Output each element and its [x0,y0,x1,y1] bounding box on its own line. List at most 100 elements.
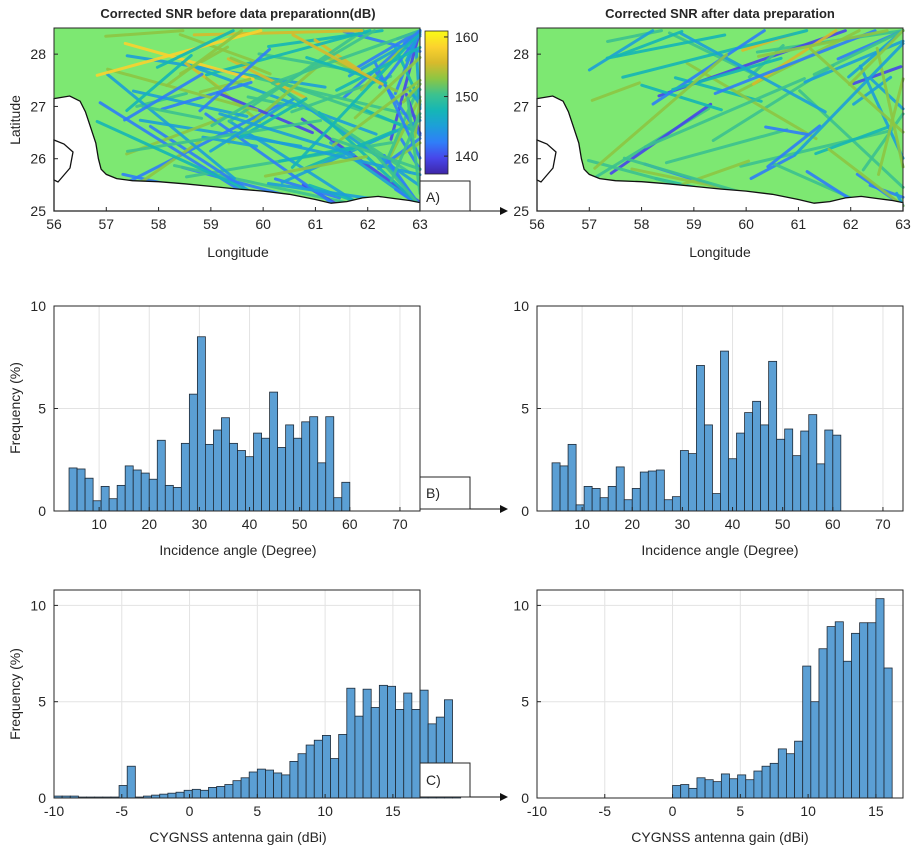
x-tick-label: 40 [725,516,741,532]
snr-track [280,118,422,185]
plot-frame [536,27,904,212]
arrow-b-head [500,505,508,513]
snr-track [593,53,728,170]
histogram-bar [786,753,795,799]
axes: 56 57 58 59 60 61 62 63 25 26 27 28 [513,46,911,232]
gridlines [537,305,903,512]
snr-track [123,72,204,122]
histogram-bar [808,414,818,512]
histogram-bar [313,739,323,799]
snr-track [205,29,372,77]
snr-track [389,112,422,183]
histogram-bar [116,484,126,512]
panel-incidence-after: 10 20 30 40 50 60 70 0 5 10 Incidence angle (Degr… [513,298,904,558]
x-tick-label: 61 [791,216,807,232]
x-tick-label: 30 [675,516,691,532]
snr-track [335,45,422,92]
histogram-bar [330,758,340,799]
snr-track [291,33,384,86]
histogram-bar [208,787,218,799]
histogram-bar [728,458,737,512]
coastline [53,95,421,212]
histogram-bar [696,777,706,799]
histogram-bar [824,429,834,512]
x-tick-label: 57 [581,216,597,232]
snr-track [590,81,641,102]
panel-incidence-before: 10 20 30 40 50 60 70 0 5 10 Incidence angle (Degr… [7,298,421,558]
histogram-bar [126,765,136,799]
histogram-bar [156,439,166,512]
histogram-bar [164,484,174,512]
histogram-bar [148,478,158,512]
label-a-text: A) [426,189,440,205]
y-axis-label: Frequency (%) [7,648,23,740]
snr-tracks [95,29,422,208]
x-tick-label: 10 [800,803,816,819]
snr-track [131,89,249,118]
y-tick-label: 0 [38,503,46,519]
snr-track [406,96,422,195]
histogram-bar [631,488,641,512]
label-box-c: C) [419,762,508,801]
x-axis-label: CYGNSS antenna gain (dBi) [149,829,326,845]
histogram-bars [672,598,893,799]
snr-track [132,139,202,189]
snr-track [679,31,827,114]
histogram-bars [68,336,351,512]
label-box-a: A) [419,180,508,215]
x-tick-label: 63 [412,216,428,232]
histogram-bar [196,336,206,512]
x-axis-label: Longitude [207,244,269,260]
histogram-bar [679,450,689,512]
histogram-bar [338,734,348,799]
histogram-bar [132,469,142,512]
histogram-bars [551,350,842,512]
colorbar: 140 150 160 [424,29,479,175]
histogram-bar [883,667,893,799]
x-tick-label: 10 [91,516,107,532]
snr-track [587,29,655,72]
snr-track [104,29,185,38]
snr-track [651,29,766,106]
snr-track [263,155,368,178]
histogram-bar [354,715,364,799]
x-tick-label: 56 [46,216,62,232]
histogram-bar [696,365,705,512]
x-tick-label: 5 [253,803,261,819]
histogram-bar [745,779,755,799]
x-tick-label: 61 [308,216,324,232]
y-tick-label: 0 [521,790,529,806]
histogram-bar [297,753,307,799]
snr-track [106,67,259,112]
histogram-bar [309,416,319,512]
histogram-bar [253,432,262,512]
histogram-bar [671,496,681,512]
axes: 10 20 30 40 50 60 70 0 5 10 [30,298,408,532]
x-tick-label: 5 [736,803,744,819]
histogram-bar [655,469,665,512]
x-tick-label: -5 [116,803,129,819]
panel-gain-after: -10 -5 0 5 10 15 0 5 10 CYGNSS antenna gain (dBi… [513,589,904,845]
histogram-bar [672,785,682,799]
histogram-bar [720,350,729,512]
x-tick-label: 60 [255,216,271,232]
histogram-bar [277,447,287,512]
histogram-bar [842,660,852,799]
histogram-bar [704,779,714,799]
histogram-bar [84,477,94,512]
histogram-bar [567,443,577,512]
snr-track [123,41,255,81]
histogram-bar [736,432,745,512]
y-tick-label: 0 [521,503,529,519]
snr-track [401,82,422,104]
x-axis-label: Longitude [689,244,751,260]
histogram-bar [615,466,625,512]
histogram-bar [213,429,222,512]
y-tick-label: 27 [30,98,46,114]
x-tick-label: 15 [868,803,884,819]
y-tick-label: 10 [30,298,46,314]
snr-track [616,29,684,58]
histogram-bar [167,792,177,799]
histogram-bar [362,688,372,799]
histogram-bar [378,684,388,799]
